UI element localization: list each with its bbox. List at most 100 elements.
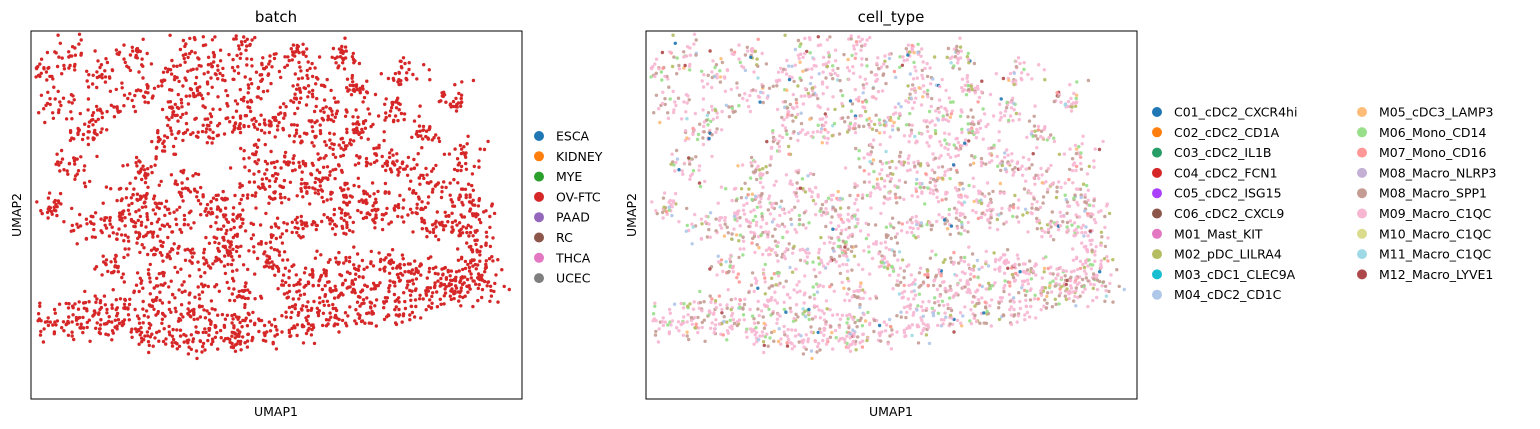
- scatter-point: [361, 100, 365, 104]
- scatter-point: [789, 136, 793, 141]
- scatter-point: [237, 289, 241, 294]
- scatter-point: [346, 314, 350, 318]
- scatter-point: [1008, 280, 1012, 285]
- scatter-point: [267, 123, 271, 127]
- scatter-point: [93, 49, 97, 53]
- scatter-point: [194, 75, 199, 80]
- scatter-point: [177, 288, 181, 292]
- scatter-point: [331, 152, 335, 157]
- scatter-point: [204, 130, 208, 134]
- scatter-point: [209, 76, 213, 80]
- scatter-point: [122, 209, 126, 213]
- scatter-point: [494, 273, 498, 277]
- scatter-point: [297, 60, 301, 65]
- scatter-point: [133, 327, 138, 331]
- scatter-point: [95, 85, 99, 90]
- scatter-point: [61, 96, 66, 100]
- scatter-point: [1031, 269, 1035, 273]
- scatter-point: [813, 315, 818, 319]
- scatter-point: [295, 215, 299, 220]
- scatter-point: [424, 293, 429, 297]
- scatter-point: [201, 96, 205, 101]
- scatter-point: [261, 66, 266, 71]
- scatter-point: [822, 318, 827, 322]
- scatter-point: [135, 314, 140, 318]
- scatter-point: [160, 301, 165, 305]
- scatter-point: [1045, 301, 1049, 305]
- scatter-point: [412, 119, 417, 123]
- scatter-point: [773, 137, 777, 142]
- scatter-point: [176, 119, 180, 123]
- scatter-point: [348, 305, 352, 309]
- scatter-point: [663, 320, 667, 324]
- scatter-point: [959, 232, 963, 236]
- scatter-point: [168, 224, 172, 229]
- scatter-point: [210, 85, 214, 90]
- scatter-point: [431, 291, 435, 295]
- scatter-point: [126, 239, 131, 243]
- scatter-point: [431, 187, 435, 191]
- scatter-point: [1073, 193, 1077, 197]
- scatter-point: [305, 73, 309, 78]
- scatter-point: [234, 34, 238, 38]
- scatter-point: [776, 339, 781, 344]
- scatter-point: [121, 272, 126, 276]
- scatter-point: [111, 288, 115, 292]
- scatter-point: [138, 49, 142, 54]
- scatter-point: [722, 234, 727, 238]
- scatter-point: [906, 297, 910, 301]
- scatter-point: [884, 120, 888, 124]
- scatter-point: [1103, 284, 1108, 288]
- scatter-point: [140, 177, 144, 182]
- scatter-point: [1011, 202, 1016, 207]
- scatter-point: [161, 274, 166, 278]
- scatter-point: [351, 230, 355, 234]
- scatter-point: [714, 130, 718, 134]
- scatter-point: [457, 269, 461, 273]
- scatter-point: [377, 251, 381, 255]
- scatter-point: [246, 267, 250, 272]
- scatter-point: [304, 103, 309, 107]
- scatter-point: [326, 322, 330, 326]
- scatter-point: [318, 129, 323, 133]
- scatter-point: [709, 119, 713, 124]
- scatter-point: [803, 259, 807, 263]
- scatter-point: [970, 154, 974, 158]
- scatter-point: [361, 130, 365, 134]
- scatter-point: [440, 91, 444, 95]
- scatter-point: [287, 305, 292, 310]
- scatter-point: [166, 235, 170, 240]
- scatter-point: [265, 260, 270, 265]
- scatter-point: [292, 263, 296, 267]
- scatter-point: [106, 333, 111, 337]
- scatter-point: [91, 73, 95, 78]
- scatter-point: [945, 191, 949, 195]
- scatter-point: [831, 206, 836, 210]
- scatter-point: [299, 182, 304, 186]
- scatter-point: [988, 207, 992, 212]
- scatter-point: [1011, 205, 1016, 210]
- scatter-point: [207, 333, 211, 337]
- scatter-point: [155, 205, 159, 209]
- scatter-point: [383, 102, 387, 107]
- scatter-point: [935, 219, 939, 224]
- scatter-point: [455, 157, 460, 161]
- scatter-point: [241, 217, 245, 222]
- scatter-point: [1095, 273, 1099, 277]
- scatter-point: [421, 128, 426, 132]
- scatter-point: [270, 260, 274, 264]
- scatter-point: [411, 72, 415, 77]
- scatter-point: [977, 267, 981, 271]
- scatter-point: [1077, 215, 1082, 219]
- scatter-point: [451, 228, 455, 232]
- scatter-point: [282, 178, 287, 183]
- scatter-point: [332, 96, 336, 100]
- scatter-point: [1043, 298, 1047, 302]
- scatter-point: [312, 299, 316, 304]
- scatter-point: [458, 233, 463, 238]
- scatter-point: [299, 189, 304, 193]
- scatter-point: [453, 291, 457, 295]
- scatter-point: [1065, 287, 1069, 291]
- legend-label: RC: [556, 230, 573, 245]
- scatter-point: [425, 276, 429, 280]
